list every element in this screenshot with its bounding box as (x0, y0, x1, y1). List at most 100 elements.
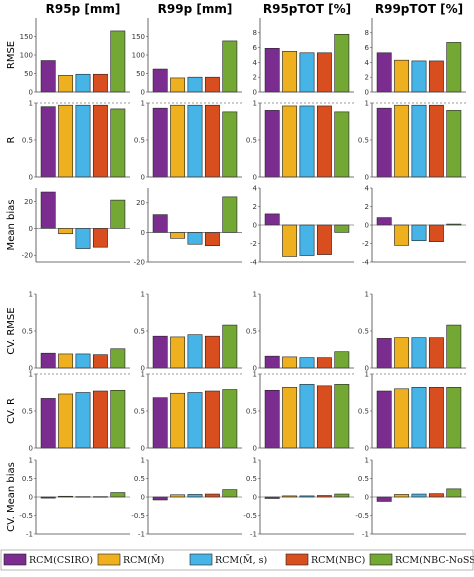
panel-1-5: 1 0.5 0 -0.5 -1 (131, 456, 242, 538)
y-tick-label: 6 (253, 44, 258, 52)
bar-RCM(NBC-NoSST) (110, 30, 126, 93)
y-tick-label: 0 (253, 364, 257, 372)
bar-RCM(NBC-NoSST) (222, 489, 238, 498)
bar-RCM(NBC) (428, 387, 444, 449)
bar-RCM(M̄, s) (75, 392, 91, 449)
bar-RCM(NBC-NoSST) (334, 224, 350, 233)
bar-RCM(CSIRO) (40, 398, 56, 449)
y-tick-label: 8 (253, 29, 257, 37)
bar-RCM(CSIRO) (264, 110, 280, 178)
y-tick-label: 0.5 (246, 327, 257, 335)
panel-1-3: 10.50 (134, 290, 242, 372)
bar-RCM(M̄) (394, 494, 410, 498)
y-tick-label: 0 (29, 88, 33, 96)
y-tick-label: 0 (141, 229, 145, 237)
y-tick-label: 4 (365, 184, 370, 192)
bar-RCM(NBC) (92, 354, 108, 369)
legend-swatch (3, 553, 27, 566)
bar-RCM(NBC) (204, 232, 220, 247)
legend-label: RCM(M̄, s) (215, 554, 267, 566)
y-tick-label: 4 (253, 184, 258, 192)
bar-RCM(NBC) (204, 390, 220, 449)
y-tick-label: 0 (253, 221, 257, 229)
bar-RCM(NBC) (92, 228, 108, 248)
panel-3-5: 1 0.5 0 -0.5 -1 (355, 456, 466, 538)
legend-swatch (369, 553, 393, 566)
panel-1-1: 10.50 (134, 99, 242, 181)
bar-RCM(M̄, s) (187, 76, 203, 93)
bar-RCM(M̄) (58, 393, 74, 449)
y-tick-label: 1 (141, 290, 145, 298)
bar-RCM(CSIRO) (264, 355, 280, 369)
y-tick-label: 1 (141, 99, 145, 107)
y-tick-label: 1 (365, 370, 369, 378)
panel-0-1: 10.50 (22, 99, 130, 181)
bar-RCM(NBC) (92, 104, 108, 178)
y-tick-label: 100 (132, 51, 145, 59)
legend-label: RCM(M̄) (123, 554, 164, 566)
bar-RCM(CSIRO) (40, 60, 56, 93)
bar-RCM(M̄) (58, 75, 74, 93)
row-label-1: R (6, 136, 17, 143)
panel-2-5: 1 0.5 0 -0.5 -1 (243, 456, 354, 538)
y-tick-label: -4 (362, 258, 370, 266)
bar-RCM(CSIRO) (152, 214, 168, 233)
y-tick-label: 0 (141, 364, 145, 372)
y-tick-label: 2 (253, 203, 257, 211)
column-title-3: R99pTOT [%] (375, 2, 463, 16)
y-tick-label: 1 (253, 290, 257, 298)
bar-RCM(M̄, s) (187, 104, 203, 178)
bar-RCM(M̄) (170, 494, 186, 498)
bar-RCM(M̄, s) (75, 353, 91, 369)
y-tick-label: 0.5 (134, 407, 145, 415)
y-tick-label: 1 (29, 290, 33, 298)
y-tick-label: 0 (141, 88, 145, 96)
y-tick-label: 100 (20, 51, 33, 59)
bar-RCM(NBC) (316, 357, 332, 369)
bar-RCM(M̄) (58, 228, 74, 235)
bar-RCM(CSIRO) (376, 390, 392, 449)
column-titles: R95p [mm] R99p [mm] R95pTOT [%] R99pTOT [%] (46, 2, 463, 16)
bar-RCM(M̄, s) (75, 73, 91, 93)
y-tick-label: 1 (253, 456, 257, 464)
y-tick-label: 150 (20, 33, 33, 41)
y-tick-label: 0 (365, 493, 369, 501)
bar-RCM(CSIRO) (152, 496, 168, 501)
y-tick-label: 50 (24, 70, 33, 78)
y-tick-label: 0 (253, 88, 257, 96)
bar-RCM(M̄, s) (187, 232, 203, 245)
y-tick-label: -0.5 (243, 512, 257, 520)
bar-RCM(M̄) (394, 104, 410, 178)
bar-RCM(NBC-NoSST) (222, 111, 238, 178)
bar-RCM(CSIRO) (264, 48, 280, 93)
panel-0-3: 10.50 (22, 290, 130, 372)
bar-RCM(M̄) (58, 353, 74, 369)
y-tick-label: 0 (365, 221, 369, 229)
bar-RCM(M̄, s) (299, 224, 315, 256)
y-tick-label: -0.5 (355, 512, 369, 520)
y-tick-label: 0.5 (246, 475, 257, 483)
bar-RCM(CSIRO) (376, 52, 392, 93)
bar-RCM(NBC-NoSST) (334, 111, 350, 178)
column-title-2: R95pTOT [%] (263, 2, 351, 16)
bar-RCM(M̄, s) (75, 228, 91, 249)
bar-RCM(M̄) (170, 392, 186, 449)
y-tick-label: 1 (365, 290, 369, 298)
legend-frame (0, 549, 474, 571)
y-tick-label: 0.5 (22, 327, 33, 335)
y-tick-label: 1 (141, 456, 145, 464)
bar-RCM(NBC) (92, 73, 108, 93)
y-tick-label: 0 (29, 444, 33, 452)
bar-RCM(NBC-NoSST) (334, 351, 350, 369)
y-tick-label: 1 (253, 370, 257, 378)
y-tick-label: -2 (250, 240, 257, 248)
bar-RCM(CSIRO) (40, 106, 56, 178)
bar-RCM(M̄, s) (411, 60, 427, 93)
bar-RCM(NBC-NoSST) (110, 389, 126, 449)
bar-RCM(CSIRO) (376, 107, 392, 178)
row-label-3: CV. RMSE (6, 307, 17, 354)
y-tick-label: 0.5 (22, 136, 33, 144)
bar-RCM(NBC-NoSST) (334, 33, 350, 93)
y-tick-label: 50 (136, 70, 145, 78)
panel-2-0: 8 6 4 2 0 (253, 18, 354, 96)
